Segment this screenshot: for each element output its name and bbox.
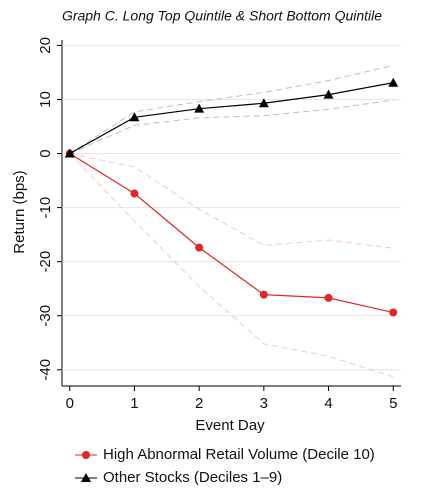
series-line [69,82,394,155]
x-axis-label: Event Day [195,417,265,434]
marker [323,89,334,99]
series-line [69,153,394,314]
marker [82,451,90,459]
x-tick-label: 1 [130,395,138,412]
y-tick-label: 20 [37,37,54,54]
legend-label: High Abnormal Retail Volume (Decile 10) [103,446,375,463]
confidence-band [69,64,394,154]
marker [259,290,268,299]
x-tick-label: 4 [324,395,332,412]
marker [81,473,91,482]
marker [64,148,75,158]
chart-title: Graph C. Long Top Quintile & Short Botto… [62,8,382,24]
y-axis-label: Return (bps) [11,170,28,253]
y-tick-label: 0 [37,149,54,157]
marker [194,103,205,113]
marker [129,112,140,122]
x-tick-label: 0 [66,395,74,412]
y-tick-label: 10 [37,91,54,108]
marker [388,77,399,87]
marker [195,243,204,252]
y-tick-label: -20 [37,251,54,273]
confidence-band [69,153,394,249]
marker [324,293,333,302]
y-tick-label: -10 [37,197,54,219]
marker [130,189,139,198]
x-tick-label: 3 [260,395,268,412]
x-tick-label: 2 [195,395,203,412]
marker [258,98,269,108]
y-tick-label: -30 [37,305,54,327]
marker [389,308,398,317]
confidence-band [69,153,394,378]
x-tick-label: 5 [389,395,397,412]
y-tick-label: -40 [37,359,54,381]
legend-label: Other Stocks (Deciles 1–9) [103,469,282,486]
